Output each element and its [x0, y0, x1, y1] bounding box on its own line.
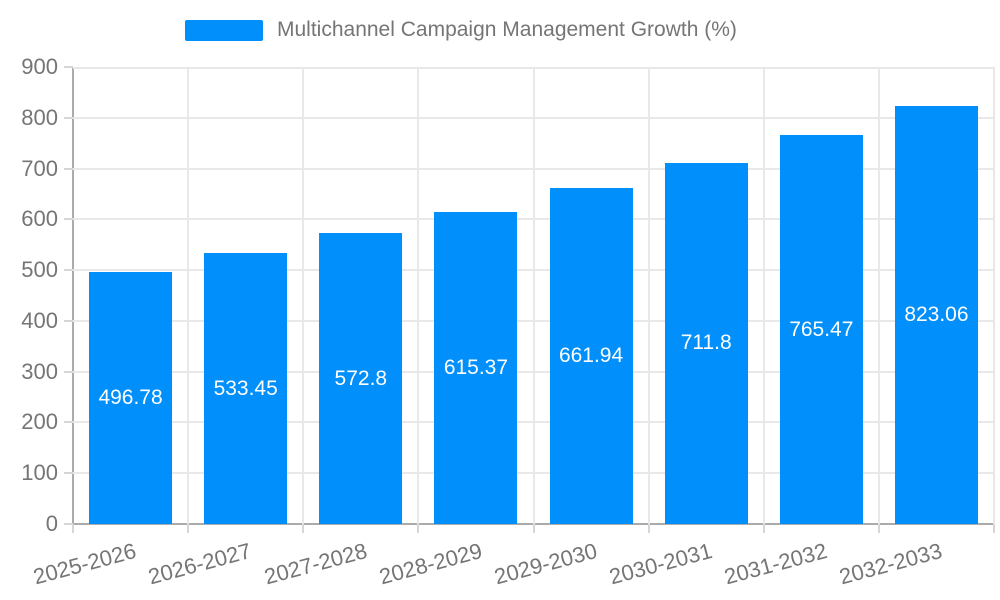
bar-value-label: 496.78: [98, 385, 163, 409]
x-axis-tick-label: 2032-2033: [836, 538, 945, 590]
y-axis-tick: [64, 66, 73, 68]
x-axis-tick: [877, 524, 880, 533]
y-axis-tick: [64, 269, 73, 272]
x-axis-tick: [993, 524, 995, 533]
v-gridline: [417, 67, 420, 524]
bar-value-label: 615.37: [443, 355, 509, 379]
y-axis-tick: [64, 319, 73, 322]
y-axis-tick: [64, 218, 73, 221]
y-axis-tick-label: 600: [21, 206, 58, 232]
bar-value-label: 765.47: [789, 317, 854, 341]
x-axis-tick: [532, 524, 535, 533]
y-axis-tick-label: 700: [21, 155, 58, 181]
x-axis-tick-label: 2025-2026: [30, 538, 140, 590]
x-axis-tick: [647, 524, 650, 533]
bar[interactable]: 572.8: [319, 233, 403, 524]
x-axis-tick-label: 2028-2029: [376, 538, 485, 590]
y-axis-tick-label: 100: [21, 460, 58, 486]
y-axis-tick-label: 400: [21, 307, 58, 333]
y-axis-tick: [64, 472, 73, 475]
v-gridline: [647, 67, 650, 524]
x-axis-tick-label: 2027-2028: [261, 538, 370, 590]
chart-title: Multichannel Campaign Management Growth …: [277, 18, 737, 41]
y-axis-tick-label: 800: [21, 104, 58, 130]
x-axis-tick-label: 2029-2030: [491, 538, 600, 590]
y-axis-tick-label: 300: [21, 358, 58, 384]
plot-area: 496.78 533.45 572.8 615.37 661.94 711.8 765.47…: [73, 67, 995, 524]
bar-value-label: 823.06: [904, 303, 969, 327]
x-axis-tick-label: 2026-2027: [146, 538, 255, 590]
y-axis-tick: [64, 421, 73, 424]
x-axis-tick-label: 2031-2032: [721, 538, 830, 590]
y-axis-tick: [64, 523, 73, 525]
bar-value-label: 661.94: [558, 343, 624, 367]
v-gridline: [187, 67, 190, 524]
y-axis-tick: [64, 370, 73, 373]
y-axis-line: [72, 67, 74, 526]
v-gridline: [762, 67, 765, 524]
bar[interactable]: 533.45: [204, 253, 288, 524]
y-axis-tick-label: 900: [21, 54, 58, 79]
v-gridline: [993, 67, 995, 524]
bar[interactable]: 765.47: [779, 135, 863, 524]
bar[interactable]: 615.37: [434, 211, 518, 524]
v-gridline: [302, 67, 305, 524]
bar-value-label: 572.8: [334, 366, 388, 390]
y-axis-tick-label: 200: [21, 409, 58, 435]
bar-value-label: 711.8: [680, 331, 732, 355]
y-axis-tick-label: 500: [21, 257, 58, 283]
bar-value-label: 533.45: [213, 376, 278, 400]
legend-item[interactable]: Multichannel Campaign Management Growth …: [185, 18, 737, 42]
y-axis-tick: [64, 116, 73, 119]
y-axis-tick-label: 0: [45, 511, 58, 536]
x-axis-tick: [762, 524, 765, 533]
y-axis-tick: [64, 167, 73, 170]
legend-swatch: [185, 19, 263, 41]
bar[interactable]: 823.06: [894, 106, 978, 524]
v-gridline: [877, 67, 880, 524]
x-axis-tick: [72, 524, 74, 533]
bar[interactable]: 711.8: [664, 162, 748, 524]
x-axis-tick-label: 2030-2031: [606, 538, 715, 590]
bar[interactable]: 496.78: [89, 271, 173, 524]
bar[interactable]: 661.94: [549, 187, 633, 524]
x-axis-tick: [302, 524, 305, 533]
x-axis-tick: [417, 524, 420, 533]
v-gridline: [532, 67, 535, 524]
x-axis-tick: [187, 524, 190, 533]
